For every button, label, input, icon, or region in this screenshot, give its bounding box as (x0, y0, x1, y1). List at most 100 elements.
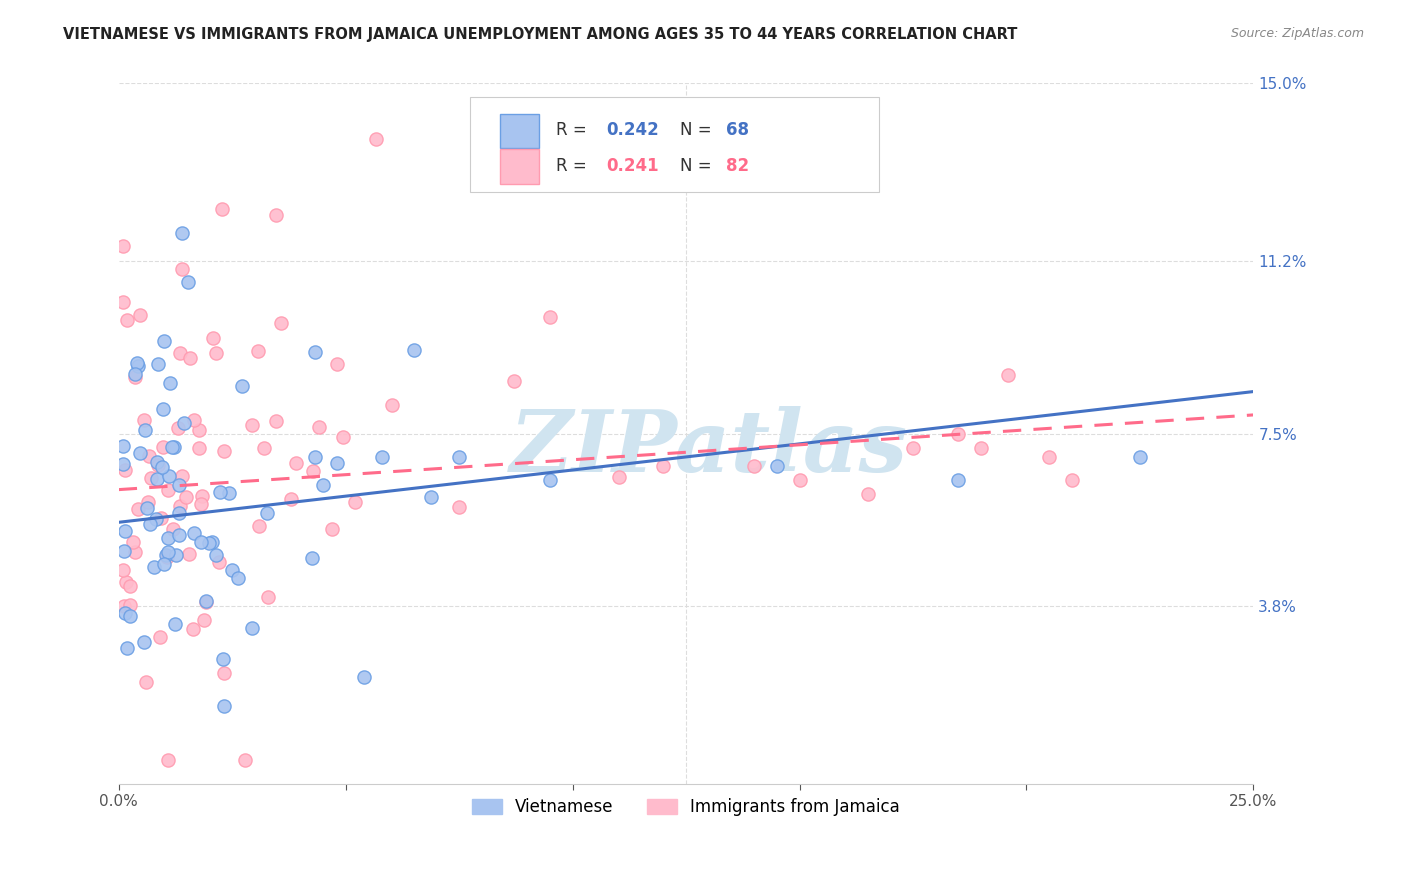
Point (253, 441, 276, 455)
Point (120, 608, 142, 623)
Point (304, 345, 326, 359)
Point (149, 630, 172, 644)
Point (152, 440, 174, 454)
Point (447, 500, 470, 514)
Point (419, 490, 441, 504)
Point (208, 555, 231, 569)
Point (304, 450, 326, 464)
Point (115, 574, 138, 589)
Point (212, 443, 235, 458)
Point (114, 606, 136, 620)
Point (364, 132, 387, 146)
Point (146, 458, 169, 473)
Point (157, 469, 180, 483)
Point (256, 506, 278, 520)
Point (118, 579, 141, 593)
Point (193, 613, 215, 627)
Point (114, 463, 136, 477)
Point (153, 557, 176, 571)
Point (901, 441, 924, 455)
Point (997, 368, 1019, 382)
Point (114, 524, 136, 539)
Point (169, 500, 191, 514)
Point (332, 430, 354, 444)
Point (218, 486, 240, 500)
Point (257, 591, 280, 605)
Point (112, 457, 135, 471)
Point (124, 370, 146, 384)
Point (1038, 450, 1060, 464)
Point (1060, 473, 1083, 487)
Point (205, 548, 228, 562)
Point (181, 622, 204, 636)
FancyBboxPatch shape (501, 149, 538, 184)
Point (127, 356, 149, 370)
Text: 0.241: 0.241 (606, 157, 659, 175)
Point (195, 595, 218, 609)
Point (170, 468, 193, 483)
Text: 82: 82 (725, 157, 749, 175)
Point (132, 413, 155, 427)
Point (169, 506, 191, 520)
Point (211, 651, 233, 665)
Point (321, 522, 343, 536)
Point (145, 512, 167, 526)
Point (212, 698, 235, 713)
Point (157, 753, 180, 767)
Point (115, 641, 138, 656)
Point (173, 416, 195, 430)
Point (167, 477, 190, 491)
Point (190, 497, 212, 511)
Point (402, 343, 425, 357)
Point (212, 665, 235, 680)
Point (135, 675, 157, 690)
Point (112, 439, 135, 453)
Point (204, 345, 226, 359)
Point (502, 374, 524, 388)
Text: R =: R = (555, 121, 592, 139)
Point (112, 543, 135, 558)
Point (191, 489, 214, 503)
Point (183, 412, 205, 426)
Point (789, 473, 811, 487)
Point (233, 753, 256, 767)
Point (353, 670, 375, 684)
Point (264, 208, 287, 222)
Point (127, 502, 149, 516)
Point (112, 563, 135, 577)
Point (115, 312, 138, 326)
Point (264, 414, 287, 428)
Point (246, 344, 269, 359)
Point (135, 500, 157, 515)
Point (155, 548, 177, 562)
Point (240, 418, 263, 433)
FancyBboxPatch shape (471, 97, 879, 192)
Point (284, 456, 307, 470)
Text: 68: 68 (725, 121, 749, 139)
Point (127, 359, 149, 373)
Point (325, 357, 347, 371)
Point (169, 528, 191, 542)
Point (121, 534, 143, 549)
Point (157, 483, 180, 498)
Point (134, 423, 156, 437)
Point (143, 559, 166, 574)
Point (201, 535, 224, 549)
Point (146, 454, 169, 468)
Point (146, 357, 169, 371)
Point (344, 495, 367, 509)
Text: N =: N = (681, 121, 717, 139)
Point (247, 518, 270, 533)
FancyBboxPatch shape (501, 113, 538, 148)
Point (742, 459, 765, 474)
Point (1129, 450, 1152, 464)
Point (156, 550, 179, 565)
Point (308, 420, 330, 434)
Text: ZIPatlas: ZIPatlas (510, 406, 908, 490)
Point (134, 635, 156, 649)
Point (381, 398, 404, 412)
Point (201, 331, 224, 345)
Point (124, 544, 146, 558)
Point (112, 238, 135, 252)
Point (607, 469, 630, 483)
